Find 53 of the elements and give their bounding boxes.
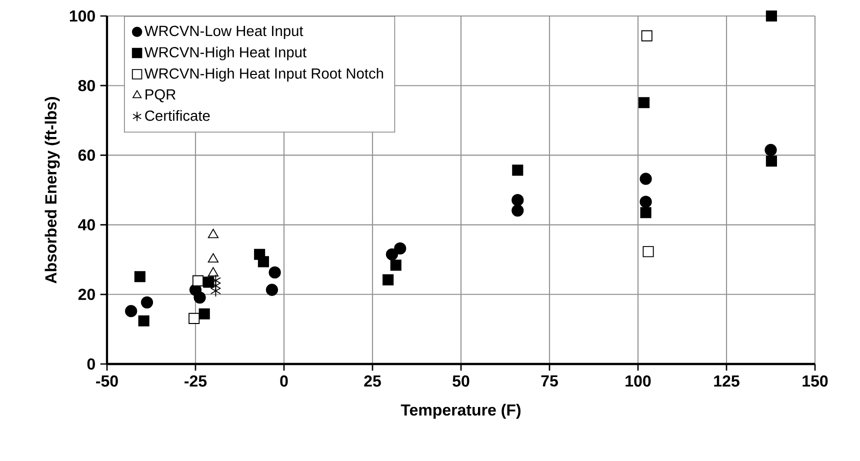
y-tick-label: 40: [78, 219, 95, 230]
point: [208, 267, 219, 276]
x-tick-label: 25: [364, 375, 381, 387]
point: [203, 276, 214, 288]
legend-label: WRCVN-High Heat Input: [144, 46, 306, 60]
x-tick-label: 50: [452, 375, 470, 387]
point: [138, 315, 150, 326]
point: [512, 194, 524, 206]
x-tick-label: -25: [184, 375, 207, 387]
point: [638, 97, 650, 108]
y-tick-label: 0: [87, 358, 95, 370]
y-tick-label: 20: [78, 288, 95, 300]
point: [134, 271, 146, 282]
point: [766, 156, 778, 167]
point: [640, 207, 652, 218]
x-tick-label: -50: [96, 375, 118, 387]
point: [194, 291, 206, 304]
legend-label: WRCVN-Low Heat Input: [144, 26, 304, 40]
point: [764, 144, 777, 156]
x-tick-label: 150: [802, 375, 828, 387]
point: [125, 305, 138, 318]
x-tick-label: 100: [626, 375, 651, 387]
point: [766, 10, 778, 22]
y-tick-label: 100: [70, 10, 95, 22]
point: [382, 274, 394, 286]
x-axis-title: Temperature (F): [400, 404, 520, 419]
point: [140, 296, 154, 308]
point: [198, 308, 210, 320]
point: [258, 256, 270, 268]
point: [192, 275, 204, 286]
legend-label: PQR: [146, 89, 176, 102]
point: [640, 196, 652, 208]
point: [188, 312, 200, 324]
point: [386, 248, 398, 260]
point: [268, 266, 281, 279]
y-tick-label: 80: [78, 80, 95, 92]
point: [208, 253, 219, 263]
point: [266, 284, 278, 296]
point: [642, 246, 654, 258]
x-tick-label: 125: [714, 375, 740, 387]
legend-label: Certificate: [145, 110, 210, 121]
y-tick-label: 60: [78, 150, 95, 161]
point: [390, 260, 402, 271]
point: [641, 30, 652, 42]
point: [512, 164, 524, 176]
x-tick-label: 75: [541, 375, 558, 387]
point: [394, 242, 406, 255]
legend-label: WRCVN-High Heat Input Root Notch: [144, 68, 384, 82]
point: [512, 204, 524, 217]
point: [640, 172, 652, 185]
point: [208, 228, 219, 238]
x-tick-label: 0: [280, 375, 288, 387]
y-axis-title: Absorbed Energy (ft-lbs): [44, 97, 60, 284]
